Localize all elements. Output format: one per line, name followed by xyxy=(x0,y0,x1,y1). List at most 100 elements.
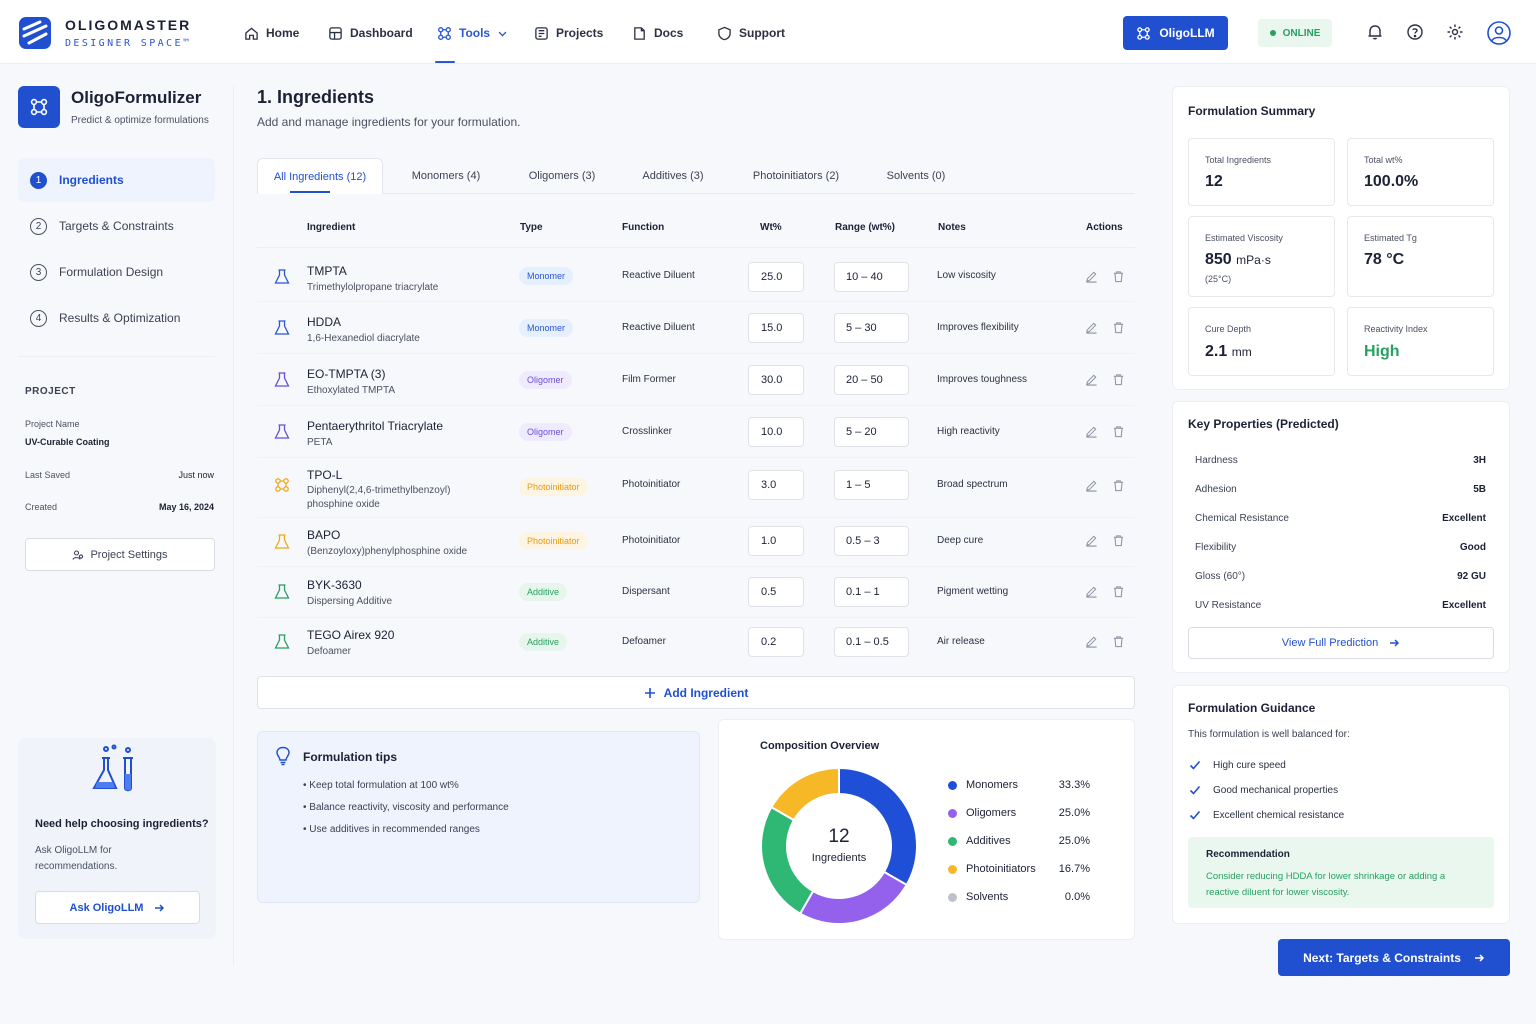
wt-input[interactable]: 1.0 xyxy=(748,526,804,556)
legend-label: Oligomers xyxy=(966,807,1017,819)
table-row[interactable]: BAPO (Benzoyloxy)phenylphosphine oxide P… xyxy=(257,519,1135,567)
tab-oligomers[interactable]: Oligomers (3) xyxy=(528,170,596,182)
app-icon xyxy=(18,86,60,128)
property-value: Good xyxy=(1459,542,1486,553)
nav-dashboard[interactable]: Dashboard xyxy=(328,24,413,42)
step-results-optimization[interactable]: 4 Results & Optimization xyxy=(18,296,215,340)
range-input[interactable]: 1 – 5 xyxy=(834,470,909,500)
nav-projects[interactable]: Projects xyxy=(534,24,603,42)
property-value: 92 GU xyxy=(1457,571,1486,582)
range-input[interactable]: 20 – 50 xyxy=(834,365,909,395)
guidance-item: Good mechanical properties xyxy=(1213,785,1339,796)
trash-icon[interactable] xyxy=(1112,585,1125,598)
cure-depth-stat: Cure Depth 2.1 mm xyxy=(1188,307,1335,376)
nav-docs[interactable]: Docs xyxy=(632,24,683,42)
oligollm-button[interactable]: OligoLLM xyxy=(1123,16,1228,50)
nav-home[interactable]: Home xyxy=(244,24,299,42)
table-row[interactable]: HDDA 1,6-Hexanediol diacrylate Monomer R… xyxy=(257,303,1135,354)
trash-icon[interactable] xyxy=(1112,534,1125,547)
wt-input[interactable]: 3.0 xyxy=(748,470,804,500)
type-badge: Additive xyxy=(519,633,568,651)
project-settings-button[interactable]: Project Settings xyxy=(25,538,215,571)
stat-label: Total Ingredients xyxy=(1205,155,1272,165)
wt-input[interactable]: 30.0 xyxy=(748,365,804,395)
tab-monomers[interactable]: Monomers (4) xyxy=(411,170,481,182)
ingredient-notes: Air release xyxy=(937,636,985,647)
step-targets-constraints[interactable]: 2 Targets & Constraints xyxy=(18,204,215,248)
step-ingredients[interactable]: 1 Ingredients xyxy=(18,158,215,202)
edit-icon[interactable] xyxy=(1085,425,1098,438)
type-badge: Photoinitiator xyxy=(519,478,588,496)
step-number: 1 xyxy=(30,171,47,189)
guidance-title: Formulation Guidance xyxy=(1188,701,1316,715)
trash-icon[interactable] xyxy=(1112,479,1125,492)
legend-solvents-dot xyxy=(948,893,957,902)
legend-value: 0.0% xyxy=(1064,891,1090,903)
next-button-label: Next: Targets & Constraints xyxy=(1303,950,1461,965)
donut-center-value: 12 xyxy=(828,826,850,847)
edit-icon[interactable] xyxy=(1085,635,1098,648)
stat-label: Estimated Tg xyxy=(1364,233,1417,243)
table-row[interactable]: BYK-3630 Dispersing Additive Additive Di… xyxy=(257,568,1135,618)
ingredient-desc: Ethoxylated TMPTA xyxy=(307,385,395,396)
tab-solvents[interactable]: Solvents (0) xyxy=(886,170,946,182)
trash-icon[interactable] xyxy=(1112,270,1125,283)
ingredient-name: BYK-3630 xyxy=(307,578,362,592)
project-name-value: UV-Curable Coating xyxy=(25,437,110,447)
table-row[interactable]: EO-TMPTA (3) Ethoxylated TMPTA Oligomer … xyxy=(257,355,1135,406)
range-input[interactable]: 0.5 – 3 xyxy=(834,526,909,556)
wt-input[interactable]: 25.0 xyxy=(748,262,804,292)
tab-additives[interactable]: Additives (3) xyxy=(642,170,704,182)
trash-icon[interactable] xyxy=(1112,373,1125,386)
range-input[interactable]: 5 – 30 xyxy=(834,313,909,343)
range-input[interactable]: 0.1 – 1 xyxy=(834,577,909,607)
help-icon[interactable] xyxy=(1406,23,1424,41)
edit-icon[interactable] xyxy=(1085,534,1098,547)
tab-all-ingredients[interactable]: All Ingredients (12) xyxy=(257,158,383,194)
arrow-right-icon xyxy=(1390,639,1400,647)
wt-input[interactable]: 15.0 xyxy=(748,313,804,343)
ask-oligollm-button[interactable]: Ask OligoLLM xyxy=(35,891,200,924)
created-value: May 16, 2024 xyxy=(158,502,214,512)
stat-value: 100.0% xyxy=(1364,173,1419,190)
wt-input[interactable]: 10.0 xyxy=(748,417,804,447)
edit-icon[interactable] xyxy=(1085,479,1098,492)
range-input[interactable]: 0.1 – 0.5 xyxy=(834,627,909,657)
edit-icon[interactable] xyxy=(1085,321,1098,334)
tip-item: • Balance reactivity, viscosity and perf… xyxy=(303,802,509,813)
ingredient-desc: (Benzoyloxy)phenylphosphine oxide xyxy=(307,546,468,557)
range-input[interactable]: 5 – 20 xyxy=(834,417,909,447)
table-row[interactable]: TPO-L Diphenyl(2,4,6-trimethylbenzoyl) p… xyxy=(257,459,1135,518)
table-row[interactable]: TEGO Airex 920 Defoamer Additive Defoame… xyxy=(257,619,1135,667)
trash-icon[interactable] xyxy=(1112,635,1125,648)
trash-icon[interactable] xyxy=(1112,425,1125,438)
add-ingredient-button[interactable]: Add Ingredient xyxy=(257,676,1135,709)
bell-icon[interactable] xyxy=(1366,23,1384,41)
photoinitiator-icon xyxy=(275,478,289,492)
tab-photoinitiators[interactable]: Photoinitiators (2) xyxy=(752,170,840,182)
donut-slice-oligomers xyxy=(798,870,908,925)
edit-icon[interactable] xyxy=(1085,270,1098,283)
wt-input[interactable]: 0.5 xyxy=(748,577,804,607)
range-input[interactable]: 10 – 40 xyxy=(834,262,909,292)
view-full-prediction-button[interactable]: View Full Prediction xyxy=(1188,627,1494,659)
donut-center-label: Ingredients xyxy=(811,852,867,864)
step-formulation-design[interactable]: 3 Formulation Design xyxy=(18,250,215,294)
user-avatar-icon[interactable] xyxy=(1487,21,1511,45)
legend-photoinitiators-dot xyxy=(948,865,957,874)
legend-label: Photoinitiators xyxy=(966,863,1036,875)
edit-icon[interactable] xyxy=(1085,373,1098,386)
trash-icon[interactable] xyxy=(1112,321,1125,334)
edit-icon[interactable] xyxy=(1085,585,1098,598)
project-heading: PROJECT xyxy=(25,386,76,397)
nav-tools[interactable]: Tools xyxy=(437,24,508,42)
guidance-item: High cure speed xyxy=(1213,760,1286,771)
step-label: Ingredients xyxy=(59,173,124,187)
table-row[interactable]: Pentaerythritol Triacrylate PETA Oligome… xyxy=(257,407,1135,458)
gear-icon[interactable] xyxy=(1446,23,1464,41)
check-icon xyxy=(1189,760,1201,770)
nav-support[interactable]: Support xyxy=(717,24,785,42)
wt-input[interactable]: 0.2 xyxy=(748,627,804,657)
table-row[interactable]: TMPTA Trimethylolpropane triacrylate Mon… xyxy=(257,252,1135,302)
next-targets-button[interactable]: Next: Targets & Constraints xyxy=(1278,939,1510,976)
